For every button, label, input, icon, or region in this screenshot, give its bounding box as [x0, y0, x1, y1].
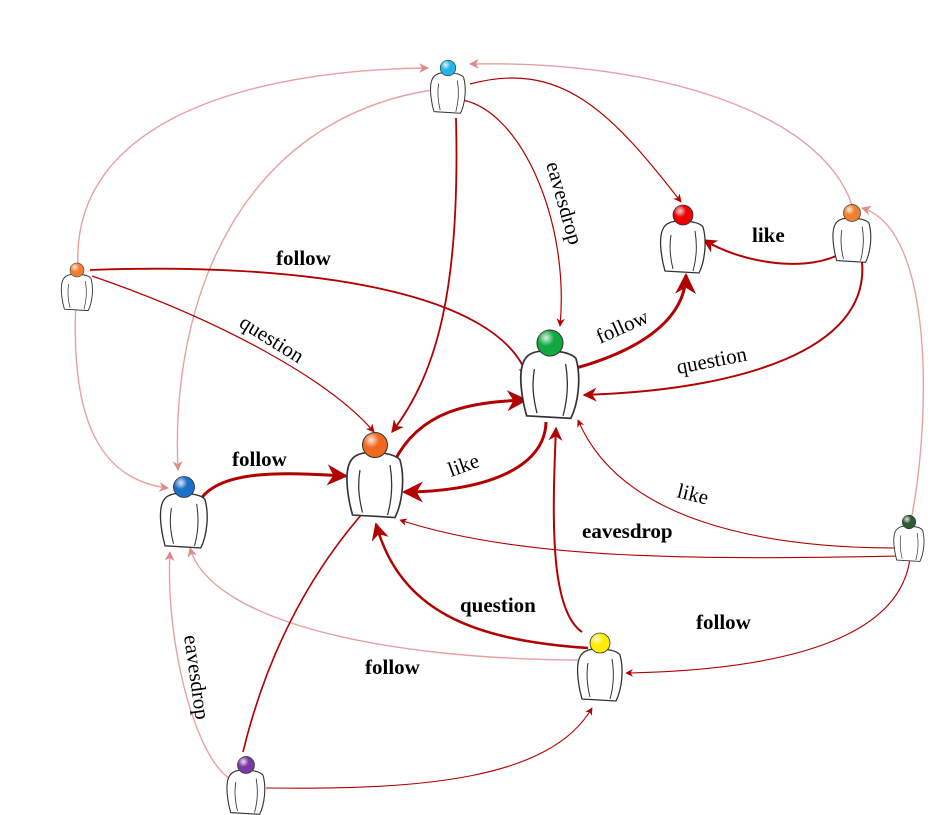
- shoulder-fold: [532, 363, 568, 416]
- edge-yellow-to-green: [548, 426, 583, 633]
- person-node-red: [659, 204, 706, 274]
- edge-blueleft-to-orangecenter-follow: [198, 464, 349, 501]
- head-shine: [70, 263, 84, 277]
- user-icon: [576, 648, 623, 702]
- edge-green-to-orangecenter-like: [401, 421, 548, 503]
- edge-darkgreen-to-yellow-follow: [625, 557, 911, 677]
- shoulder-fold: [899, 532, 919, 561]
- edge-yellow-to-blueleft: [187, 547, 586, 661]
- shoulder-fold: [669, 230, 697, 272]
- edges-light: [74, 58, 925, 781]
- edge-label-question: question: [235, 310, 308, 368]
- edge-label-eavesdrop: eavesdrop: [179, 633, 215, 721]
- user-icon: [226, 769, 266, 815]
- edge-label-like: like: [752, 223, 785, 247]
- user-icon: [159, 492, 208, 549]
- edge-top-to-green: [461, 99, 565, 327]
- edge-darkgreen-to-orangeright: [861, 205, 925, 516]
- head-shine: [537, 330, 563, 356]
- nodes: [60, 59, 925, 815]
- user-icon: [60, 273, 93, 312]
- edge-label-follow: follow: [592, 304, 653, 349]
- user-icon: [346, 451, 404, 519]
- edge-green-to-red-follow: [575, 272, 697, 370]
- user-icon: [519, 349, 580, 420]
- shoulder-fold: [67, 281, 87, 310]
- edge-left-to-orangecenter-question: [91, 275, 375, 433]
- head-shine: [590, 633, 610, 653]
- edge-right-to-top: [469, 58, 853, 206]
- head-shine: [440, 60, 456, 76]
- edge-label-question: question: [460, 593, 536, 617]
- edge-top-to-orangecenter: [391, 117, 458, 433]
- user-icon: [893, 525, 925, 562]
- edge-purple-to-orangecenter: [242, 504, 371, 753]
- person-node-green: [519, 329, 580, 420]
- edge-orangecenter-to-green: [392, 390, 529, 463]
- shoulder-fold: [586, 658, 614, 700]
- shoulder-fold: [437, 80, 459, 112]
- person-node-yellow: [576, 632, 623, 702]
- user-icon: [429, 72, 466, 114]
- edge-label-follow: follow: [276, 246, 332, 270]
- edge-label-like: like: [445, 448, 483, 481]
- edge-label-follow: follow: [232, 447, 288, 471]
- edge-left-to-blueleft: [74, 299, 169, 492]
- edge-darkgreen-to-green-like: [577, 419, 899, 549]
- person-node-orange-right: [832, 204, 872, 263]
- edge-orangeright-to-green-question: [582, 261, 864, 402]
- head-shine: [362, 432, 388, 458]
- edge-left-to-top: [77, 63, 429, 269]
- edge-purple-to-yellow-follow: [265, 707, 593, 789]
- edge-label-question: question: [674, 342, 749, 379]
- person-node-orange-center: [346, 432, 404, 519]
- edges-dark: [89, 77, 911, 789]
- edge-top-to-red: [469, 77, 682, 203]
- edge-top-to-blueleft: [172, 89, 433, 471]
- head-shine: [843, 204, 861, 222]
- edge-label-follow: follow: [696, 610, 752, 634]
- edge-label-eavesdrop: eavesdrop: [582, 519, 673, 543]
- head-shine: [173, 476, 195, 498]
- shoulder-fold: [169, 503, 199, 546]
- edge-label-follow: follow: [365, 655, 421, 679]
- user-icon: [832, 217, 872, 263]
- edge-label-eavesdrop: eavesdrop: [541, 159, 588, 247]
- head-shine: [237, 756, 255, 774]
- person-node-blue-left: [159, 476, 208, 549]
- person-node-dark-green: [893, 514, 925, 562]
- edge-darkgreen-to-orangecenter-eavesdrop: [399, 518, 901, 559]
- head-shine: [673, 205, 693, 225]
- person-node-purple: [226, 756, 266, 815]
- edge-orangeright-to-red-like: [702, 239, 837, 265]
- shoulder-fold: [234, 778, 258, 813]
- edge-left-to-green-follow: [89, 267, 531, 380]
- shoulder-fold: [840, 226, 864, 261]
- shoulder-fold: [358, 464, 393, 516]
- person-node-top: [429, 59, 466, 114]
- head-shine: [902, 515, 916, 529]
- person-node-orange-left: [60, 262, 93, 312]
- edge-yellow-to-orangecenter-question: [371, 522, 589, 650]
- edge-purple-to-blueleft: [164, 551, 233, 781]
- user-icon: [659, 220, 706, 274]
- edge-label-like: like: [675, 479, 711, 510]
